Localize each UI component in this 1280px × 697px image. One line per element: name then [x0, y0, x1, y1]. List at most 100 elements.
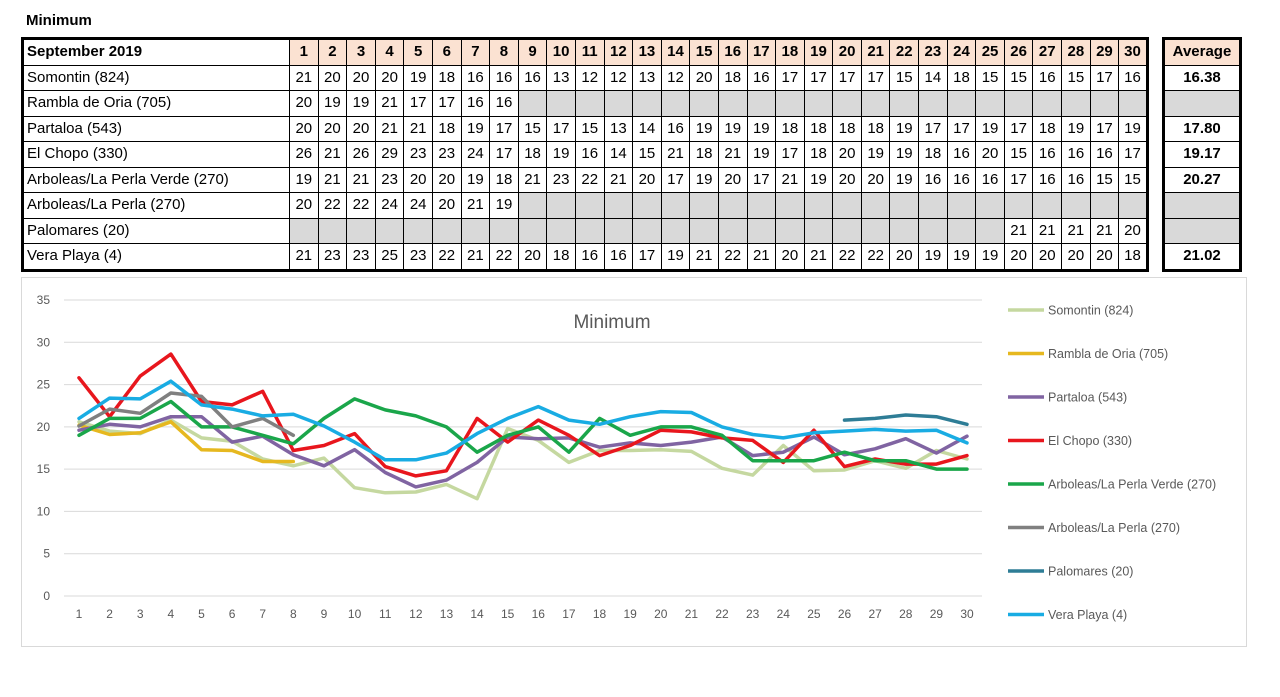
- temperature-cell: 12: [603, 64, 634, 91]
- temperature-cell: 16: [460, 64, 491, 91]
- x-tick-label: 4: [168, 607, 175, 621]
- temperature-cell: [632, 90, 662, 117]
- temperature-cell: [632, 217, 662, 244]
- temperature-cell: 17: [1118, 141, 1148, 168]
- day-header: 10: [546, 38, 576, 66]
- temperature-cell: 18: [689, 141, 719, 168]
- temperature-cell: 19: [1061, 115, 1091, 142]
- temperature-cell: 21: [660, 141, 691, 168]
- temperature-cell: [975, 192, 1005, 219]
- temperature-cell: 20: [346, 64, 376, 91]
- table-row: Arboleas/La Perla (270) 20 22 22 24 24 20 21 19: [22, 192, 1148, 219]
- temperature-cell: 19: [689, 115, 719, 142]
- temperature-cell: [918, 192, 948, 219]
- temperature-cell: [860, 217, 891, 244]
- temperature-cell: [1003, 90, 1034, 117]
- legend-label: Partaloa (543): [1048, 391, 1127, 405]
- average-header-row: Average: [1163, 38, 1241, 66]
- temperature-cell: 21: [775, 166, 805, 193]
- average-value: 16.38: [1163, 64, 1241, 91]
- average-value: 21.02: [1163, 243, 1241, 271]
- temperature-cell: 20: [289, 192, 319, 219]
- temperature-cell: 19: [346, 90, 376, 117]
- temperature-cell: 21: [317, 141, 348, 168]
- temperature-cell: [1003, 192, 1034, 219]
- temperature-cell: 20: [1118, 217, 1148, 244]
- x-tick-label: 2: [106, 607, 113, 621]
- temperature-cell: [717, 217, 748, 244]
- average-row: [1163, 217, 1241, 244]
- x-tick-label: 17: [562, 607, 576, 621]
- temperature-cell: [317, 217, 348, 244]
- table-row: Rambla de Oria (705) 20 19 19 21 17 17 16 16: [22, 90, 1148, 117]
- temperature-cell: [918, 90, 948, 117]
- temperature-cell: [689, 192, 719, 219]
- x-tick-label: 25: [807, 607, 821, 621]
- temperature-cell: [546, 217, 576, 244]
- temperature-cell: 17: [431, 90, 462, 117]
- temperature-cell: 21: [460, 243, 491, 271]
- temperature-cell: 21: [1032, 217, 1063, 244]
- temperature-cell: 18: [546, 243, 576, 271]
- x-tick-label: 14: [470, 607, 484, 621]
- y-tick-label: 10: [37, 504, 51, 518]
- temperature-cell: 25: [374, 243, 405, 271]
- table-header-row: September 2019 1 2 3 4 5 6 7 8 9 10 11 12 13 14 15 16 17…: [22, 38, 1148, 66]
- average-row: [1163, 192, 1241, 219]
- temperature-cell: 20: [889, 243, 920, 271]
- day-header: 26: [1003, 38, 1034, 66]
- temperature-cell: 19: [460, 166, 491, 193]
- temperature-cell: [289, 217, 319, 244]
- day-header: 8: [489, 38, 519, 66]
- temperature-cell: [546, 90, 576, 117]
- temperature-cell: 21: [1003, 217, 1034, 244]
- temperature-cell: 20: [775, 243, 805, 271]
- temperature-cell: 23: [317, 243, 348, 271]
- temperature-cell: 19: [889, 141, 920, 168]
- temperature-cell: 20: [317, 64, 348, 91]
- temperature-cell: [603, 217, 634, 244]
- station-name: Palomares (20): [22, 217, 290, 244]
- temperature-cell: [860, 90, 891, 117]
- temperature-cell: 21: [374, 90, 405, 117]
- temperature-cell: 21: [346, 166, 376, 193]
- temperature-cell: 19: [717, 115, 748, 142]
- temperature-cell: 14: [603, 141, 634, 168]
- temperature-cell: 18: [803, 115, 834, 142]
- temperature-cell: 21: [689, 243, 719, 271]
- temperature-cell: 17: [489, 115, 519, 142]
- temperature-cell: [603, 192, 634, 219]
- temperature-cell: [546, 192, 576, 219]
- temperature-cell: 26: [346, 141, 376, 168]
- x-tick-label: 11: [379, 607, 392, 621]
- temperature-cell: 20: [1061, 243, 1091, 271]
- temperature-cell: [689, 90, 719, 117]
- temperature-cell: 16: [946, 166, 977, 193]
- temperature-cell: 18: [489, 166, 519, 193]
- temperature-cell: 17: [632, 243, 662, 271]
- temperature-cell: 20: [717, 166, 748, 193]
- average-row: 21.02: [1163, 243, 1241, 271]
- temperature-cell: 17: [1003, 115, 1034, 142]
- temperature-cell: [574, 192, 605, 219]
- temperature-cell: 16: [574, 243, 605, 271]
- day-header: 9: [517, 38, 548, 66]
- temperature-cell: 23: [403, 141, 433, 168]
- temperature-cell: [975, 217, 1005, 244]
- x-tick-label: 29: [930, 607, 944, 621]
- temperature-cell: 21: [1089, 217, 1120, 244]
- temperature-cell: [574, 90, 605, 117]
- temperature-cell: [489, 217, 519, 244]
- table-corner-label: September 2019: [22, 38, 290, 66]
- temperature-cell: 20: [403, 166, 433, 193]
- temperature-cell: [775, 90, 805, 117]
- temperature-cell: [946, 192, 977, 219]
- temperature-cell: [803, 90, 834, 117]
- temperature-cell: 15: [889, 64, 920, 91]
- temperature-cell: 24: [374, 192, 405, 219]
- temperature-cell: [946, 90, 977, 117]
- temperature-cell: 13: [546, 64, 576, 91]
- series-line: [77, 397, 969, 471]
- temperature-cell: 19: [746, 141, 777, 168]
